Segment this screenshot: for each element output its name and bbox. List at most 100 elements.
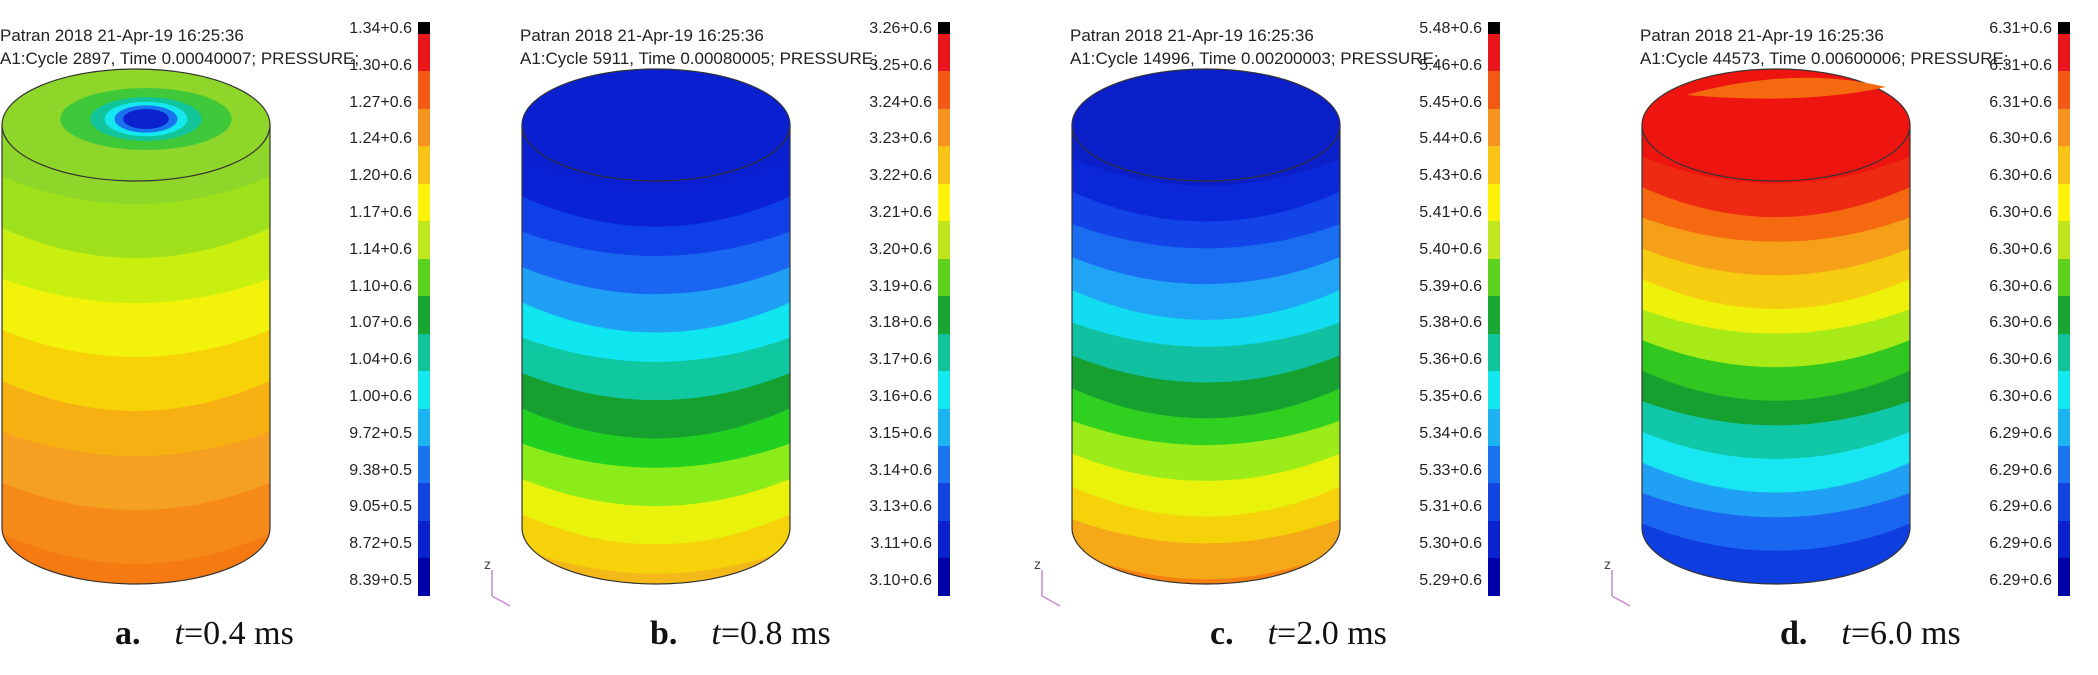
- pressure-cylinder: [491, 68, 791, 607]
- pressure-cylinder: [1, 68, 271, 585]
- legend-tick-label: 5.31+0.6: [1419, 498, 1482, 516]
- legend-tick-label: 9.72+0.5: [349, 424, 412, 442]
- legend-swatch: [938, 108, 950, 147]
- legend-swatch: [2058, 333, 2070, 372]
- legend-tick-label: 5.34+0.6: [1419, 424, 1482, 442]
- legend-tick-label: 6.30+0.6: [1989, 388, 2052, 405]
- legend-swatch: [418, 296, 430, 334]
- legend-swatch: [2058, 258, 2070, 297]
- legend-tick-label: 1.14+0.6: [349, 240, 412, 258]
- color-legend-bar: [1488, 22, 1500, 596]
- legend-swatch: [2058, 371, 2070, 409]
- legend-swatch: [938, 333, 950, 372]
- legend-tick-label: 3.15+0.6: [869, 424, 932, 442]
- cylinder-outline: [521, 125, 791, 585]
- legend-swatch: [938, 22, 950, 34]
- legend-swatch: [418, 146, 430, 184]
- legend-tick-label: 3.25+0.6: [869, 56, 932, 74]
- legend-tick-label: 6.29+0.6: [1989, 424, 2052, 442]
- legend-swatch: [2058, 408, 2070, 446]
- panel-header-cycle: A1:Cycle 2897, Time 0.00040007; PRESSURE…: [0, 49, 360, 68]
- legend-tick-label: 1.20+0.6: [349, 167, 412, 185]
- cylinder-outline: [1641, 125, 1911, 585]
- legend-tick-label: 6.30+0.6: [1989, 277, 2052, 295]
- panel-d: Patran 2018 21-Apr-19 16:25:36 A1:Cycle 4…: [1604, 0, 2098, 620]
- legend-swatch: [2058, 483, 2070, 521]
- legend-tick-label: 5.29+0.6: [1419, 572, 1482, 589]
- legend-tick-label: 6.29+0.6: [1989, 535, 2052, 553]
- legend-swatch: [418, 108, 430, 147]
- panel-header-software: Patran 2018 21-Apr-19 16:25:36: [1640, 26, 1884, 45]
- legend-swatch: [2058, 71, 2070, 109]
- legend-swatch: [2058, 445, 2070, 484]
- legend-tick-label: 1.24+0.6: [349, 130, 412, 148]
- panel-b: Patran 2018 21-Apr-19 16:25:36 A1:Cycle 5…: [484, 0, 1000, 620]
- panel-header-cycle: A1:Cycle 14996, Time 0.00200003; PRESSUR…: [1070, 49, 1439, 68]
- legend-swatch: [938, 258, 950, 297]
- panel-a: Patran 2018 21-Apr-19 16:25:36 A1:Cycle 2…: [0, 0, 480, 620]
- legend-tick-label: 5.33+0.6: [1419, 461, 1482, 479]
- legend-swatch: [1488, 146, 1500, 184]
- legend-swatch: [1488, 445, 1500, 484]
- axis-triad: [491, 570, 511, 607]
- legend-swatch: [418, 483, 430, 521]
- legend-tick-label: 3.10+0.6: [869, 572, 932, 589]
- legend-swatch: [938, 34, 950, 72]
- caption-time-value: =6.0 ms: [1850, 615, 1961, 652]
- legend-swatch: [1488, 483, 1500, 521]
- legend-tick-label: 6.30+0.6: [1989, 240, 2052, 258]
- legend-tick-label: 1.04+0.6: [349, 351, 412, 369]
- legend-swatch: [2058, 520, 2070, 559]
- legend-tick-label: 1.30+0.6: [349, 56, 412, 74]
- legend-swatch: [2058, 146, 2070, 184]
- panel-caption: b. t=0.8 ms: [650, 615, 831, 653]
- legend-tick-label: 9.38+0.5: [349, 461, 412, 479]
- legend-tick-label: 6.30+0.6: [1989, 167, 2052, 185]
- color-legend-bar: [938, 22, 950, 596]
- legend-tick-label: 1.34+0.6: [349, 20, 412, 37]
- legend-tick-label: 5.39+0.6: [1419, 277, 1482, 295]
- cylinder-top-cap: [521, 68, 791, 182]
- legend-swatch: [2058, 183, 2070, 222]
- legend-tick-label: 3.18+0.6: [869, 314, 932, 332]
- cylinder-top-cap: [1071, 68, 1341, 182]
- axis-label-z: z: [484, 556, 491, 572]
- legend-tick-label: 6.30+0.6: [1989, 130, 2052, 148]
- legend-swatch: [418, 183, 430, 222]
- legend-tick-label: 5.45+0.6: [1419, 93, 1482, 111]
- caption-time-value: =0.8 ms: [720, 615, 831, 652]
- legend-tick-label: 1.10+0.6: [349, 277, 412, 295]
- legend-tick-label: 6.29+0.6: [1989, 572, 2052, 589]
- legend-swatch: [938, 520, 950, 559]
- legend-tick-label: 5.43+0.6: [1419, 167, 1482, 185]
- legend-swatch: [2058, 22, 2070, 34]
- caption-time-symbol: t: [174, 615, 184, 652]
- legend-swatch: [1488, 258, 1500, 297]
- legend-swatch: [1488, 108, 1500, 147]
- legend-swatch: [418, 371, 430, 409]
- legend-swatch: [2058, 296, 2070, 334]
- legend-tick-label: 3.11+0.6: [870, 535, 932, 553]
- legend-swatch: [418, 333, 430, 372]
- caption-time-symbol: t: [1841, 615, 1851, 652]
- legend-swatch: [938, 183, 950, 222]
- contour-band: [2, 533, 270, 584]
- color-legend-bar: [418, 22, 430, 596]
- panel-caption: c. t=2.0 ms: [1210, 615, 1387, 653]
- legend-tick-label: 3.13+0.6: [869, 498, 932, 516]
- legend-swatch: [2058, 558, 2070, 596]
- panel-c: Patran 2018 21-Apr-19 16:25:36 A1:Cycle 1…: [1034, 0, 1550, 620]
- legend-tick-label: 8.39+0.5: [349, 572, 412, 589]
- legend-swatch: [1488, 333, 1500, 372]
- legend-swatch: [938, 146, 950, 184]
- legend-tick-label: 1.27+0.6: [349, 93, 412, 111]
- legend-tick-label: 5.41+0.6: [1419, 204, 1482, 221]
- legend-swatch: [938, 558, 950, 596]
- contour-band: [522, 548, 790, 584]
- cylinder-outline: [1, 125, 271, 585]
- panel-header-software: Patran 2018 21-Apr-19 16:25:36: [520, 26, 764, 45]
- legend-swatch: [938, 296, 950, 334]
- legend-swatch: [418, 558, 430, 596]
- legend-swatch: [418, 258, 430, 297]
- legend-tick-label: 3.23+0.6: [869, 130, 932, 148]
